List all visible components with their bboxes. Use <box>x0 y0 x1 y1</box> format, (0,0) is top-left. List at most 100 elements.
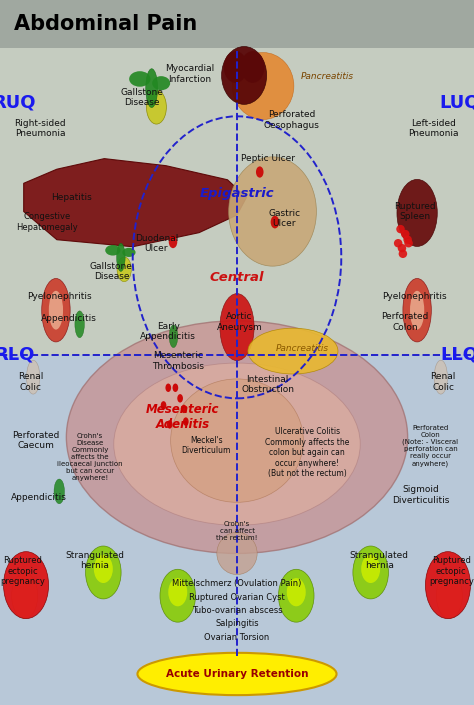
Text: Pyelonephritis: Pyelonephritis <box>383 292 447 300</box>
Ellipse shape <box>353 546 388 599</box>
Ellipse shape <box>11 572 37 619</box>
Ellipse shape <box>94 555 113 583</box>
Ellipse shape <box>401 230 410 238</box>
Ellipse shape <box>54 479 64 504</box>
Ellipse shape <box>248 328 338 374</box>
Text: LLQ: LLQ <box>441 345 474 364</box>
Ellipse shape <box>3 551 49 619</box>
Ellipse shape <box>146 68 157 107</box>
Text: Crohn's
Disease
Commonly
affects the
ileocaecal junction
but can occur
anywhere!: Crohn's Disease Commonly affects the ile… <box>57 433 123 481</box>
Text: Epigastric: Epigastric <box>200 187 274 200</box>
Ellipse shape <box>397 179 437 247</box>
Text: Left-sided
Pneumonia: Left-sided Pneumonia <box>409 118 459 138</box>
Text: Strangulated
hernia: Strangulated hernia <box>65 551 124 570</box>
Ellipse shape <box>436 572 462 619</box>
Text: Peptic Ulcer: Peptic Ulcer <box>241 154 295 163</box>
Text: Gallstone
Disease: Gallstone Disease <box>121 87 164 107</box>
Text: Perforated
Caecum: Perforated Caecum <box>12 431 59 450</box>
Ellipse shape <box>241 51 264 82</box>
Ellipse shape <box>232 53 294 119</box>
Text: Gallstone
Disease: Gallstone Disease <box>90 262 133 281</box>
FancyBboxPatch shape <box>0 355 474 705</box>
Text: RLQ: RLQ <box>0 345 35 364</box>
Text: Ruptured
ectopic
pregnancy: Ruptured ectopic pregnancy <box>0 556 45 586</box>
Text: Renal
Colic: Renal Colic <box>430 372 456 392</box>
Ellipse shape <box>181 405 187 413</box>
Ellipse shape <box>434 360 447 394</box>
Polygon shape <box>24 159 246 247</box>
Text: Acute Urinary Retention: Acute Urinary Retention <box>166 669 308 679</box>
Ellipse shape <box>122 247 136 257</box>
Text: Intestinal
Obstruction: Intestinal Obstruction <box>241 374 294 394</box>
Text: Early
Appendicitis: Early Appendicitis <box>140 321 196 341</box>
Ellipse shape <box>404 239 413 247</box>
Ellipse shape <box>217 532 257 575</box>
Ellipse shape <box>394 239 402 247</box>
Ellipse shape <box>75 311 84 338</box>
Text: Crohn's
can affect
the rectum!: Crohn's can affect the rectum! <box>216 521 258 541</box>
Ellipse shape <box>137 653 337 695</box>
Text: Pyelonephritis: Pyelonephritis <box>27 292 91 300</box>
Text: Myocardial
Infarction: Myocardial Infarction <box>165 64 214 84</box>
Text: Ruptured
ectopic
pregnancy: Ruptured ectopic pregnancy <box>429 556 474 586</box>
Text: Hepatitis: Hepatitis <box>51 193 91 202</box>
FancyBboxPatch shape <box>0 48 474 355</box>
Ellipse shape <box>396 225 405 233</box>
Text: Pancreatitis: Pancreatitis <box>301 72 354 80</box>
Text: Perforated
Oesophagus: Perforated Oesophagus <box>264 110 319 130</box>
Text: Sigmoid
Diverticulitis: Sigmoid Diverticulitis <box>392 485 450 505</box>
Ellipse shape <box>271 216 279 228</box>
Text: Gastric
Ulcer: Gastric Ulcer <box>268 209 301 228</box>
Ellipse shape <box>117 257 131 281</box>
Ellipse shape <box>222 47 266 104</box>
Text: Salpingitis: Salpingitis <box>215 620 259 628</box>
Ellipse shape <box>183 417 189 426</box>
Ellipse shape <box>361 555 380 583</box>
Ellipse shape <box>167 420 173 429</box>
Ellipse shape <box>146 90 166 124</box>
Text: Mesenteric
Adenitis: Mesenteric Adenitis <box>146 403 219 431</box>
Text: Perforated
Colon: Perforated Colon <box>382 312 429 332</box>
Text: Right-sided
Pneumonia: Right-sided Pneumonia <box>15 118 66 138</box>
Ellipse shape <box>66 321 408 553</box>
Text: Central: Central <box>210 271 264 284</box>
Text: Perforated
Colon
(Note: - Visceral
perforation can
really occur
anywhere): Perforated Colon (Note: - Visceral perfo… <box>402 424 458 467</box>
Ellipse shape <box>27 360 40 394</box>
Text: LUQ: LUQ <box>439 93 474 111</box>
Ellipse shape <box>85 546 121 599</box>
Text: Mittelschmerz (Ovulation Pain): Mittelschmerz (Ovulation Pain) <box>173 580 301 588</box>
Ellipse shape <box>171 379 303 502</box>
Text: Aortic
Aneurysm: Aortic Aneurysm <box>217 312 262 332</box>
Ellipse shape <box>279 570 314 622</box>
Ellipse shape <box>220 293 254 361</box>
Text: Strangulated
hernia: Strangulated hernia <box>350 551 409 570</box>
Ellipse shape <box>114 363 360 525</box>
Text: Meckel's
Diverticulum: Meckel's Diverticulum <box>182 436 231 455</box>
Text: RUQ: RUQ <box>0 93 36 111</box>
Text: Mesenteric
Thrombosis: Mesenteric Thrombosis <box>152 351 204 371</box>
Ellipse shape <box>399 250 407 258</box>
Ellipse shape <box>160 570 195 622</box>
Ellipse shape <box>129 71 150 87</box>
Ellipse shape <box>256 166 264 178</box>
Ellipse shape <box>177 394 183 403</box>
Ellipse shape <box>403 235 412 244</box>
Text: Pancreatitis: Pancreatitis <box>276 345 329 353</box>
Ellipse shape <box>398 244 406 252</box>
Text: Ovarian Torsion: Ovarian Torsion <box>204 633 270 642</box>
Ellipse shape <box>173 384 178 392</box>
Text: Duodenal
Ulcer: Duodenal Ulcer <box>135 233 178 253</box>
Ellipse shape <box>165 384 171 392</box>
Ellipse shape <box>42 278 70 342</box>
Ellipse shape <box>228 157 316 266</box>
Text: Ulcerative Colitis
Commonly affects the
colon but again can
occur anywhere!
(But: Ulcerative Colitis Commonly affects the … <box>265 427 349 478</box>
Ellipse shape <box>49 290 63 330</box>
Ellipse shape <box>403 278 431 342</box>
Ellipse shape <box>410 290 424 330</box>
Text: Appendicitis: Appendicitis <box>41 314 97 323</box>
Ellipse shape <box>287 578 306 606</box>
Text: Ruptured Ovarian Cyst: Ruptured Ovarian Cyst <box>189 593 285 601</box>
Ellipse shape <box>169 235 177 248</box>
Ellipse shape <box>117 243 125 271</box>
Ellipse shape <box>152 76 170 90</box>
